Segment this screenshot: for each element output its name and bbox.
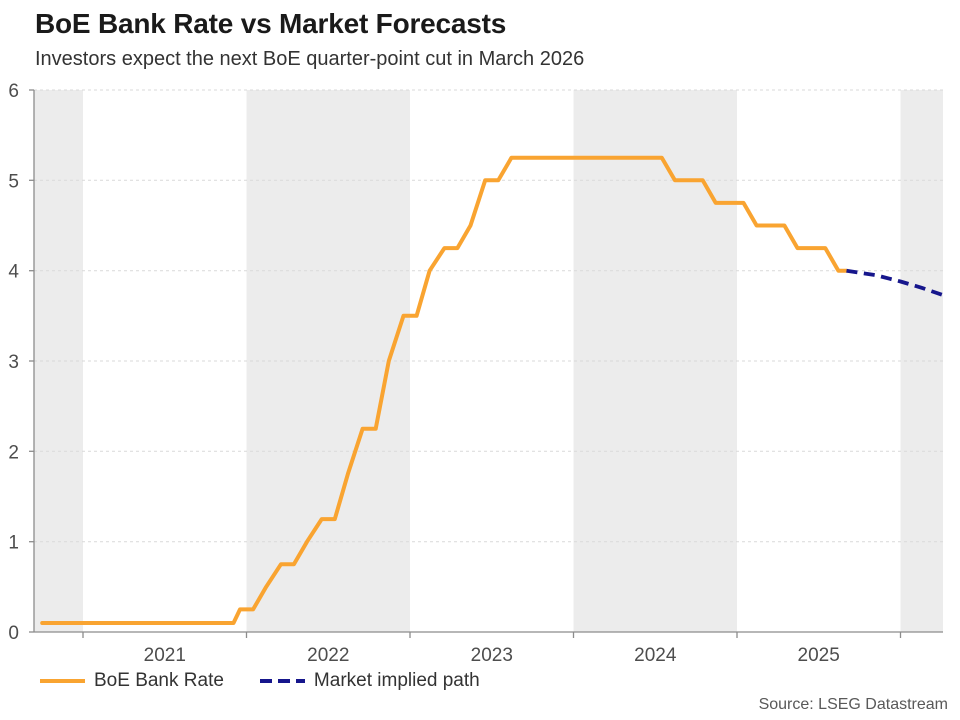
y-axis-tick-label: 4 <box>8 262 19 283</box>
series-line-bank-rate <box>40 155 849 625</box>
y-axis-tick-label: 5 <box>8 171 19 192</box>
y-axis-tick-label: 6 <box>8 81 19 102</box>
x-axis-tick-label: 2025 <box>798 645 840 666</box>
x-axis-tick-label: 2024 <box>634 645 677 666</box>
legend: BoE Bank Rate Market implied path <box>40 670 480 692</box>
legend-item-rate: BoE Bank Rate <box>40 670 224 692</box>
legend-label-implied: Market implied path <box>313 670 480 691</box>
x-axis-tick-label: 2021 <box>144 645 186 666</box>
y-axis-tick-label: 0 <box>8 623 19 644</box>
source-credit: Source: LSEG Datastream <box>758 696 948 713</box>
series-line-implied-path <box>846 268 944 297</box>
chart-subtitle: Investors expect the next BoE quarter-po… <box>35 48 585 70</box>
legend-swatch-implied <box>259 679 305 683</box>
legend-label-rate: BoE Bank Rate <box>94 670 224 691</box>
chart-title: BoE Bank Rate vs Market Forecasts <box>35 8 507 39</box>
x-axis-tick-label: 2022 <box>307 645 349 666</box>
x-axis-tick-label: 2023 <box>471 645 513 666</box>
y-axis-tick-label: 2 <box>8 442 19 463</box>
chart-svg: 0 1 2 3 4 5 6 2021 2022 2023 2024 2025 <box>8 81 944 666</box>
legend-item-implied: Market implied path <box>259 670 480 692</box>
y-axis-tick-label: 1 <box>8 533 19 554</box>
y-axis-tick-label: 3 <box>8 352 19 373</box>
legend-swatch-rate <box>40 679 85 683</box>
